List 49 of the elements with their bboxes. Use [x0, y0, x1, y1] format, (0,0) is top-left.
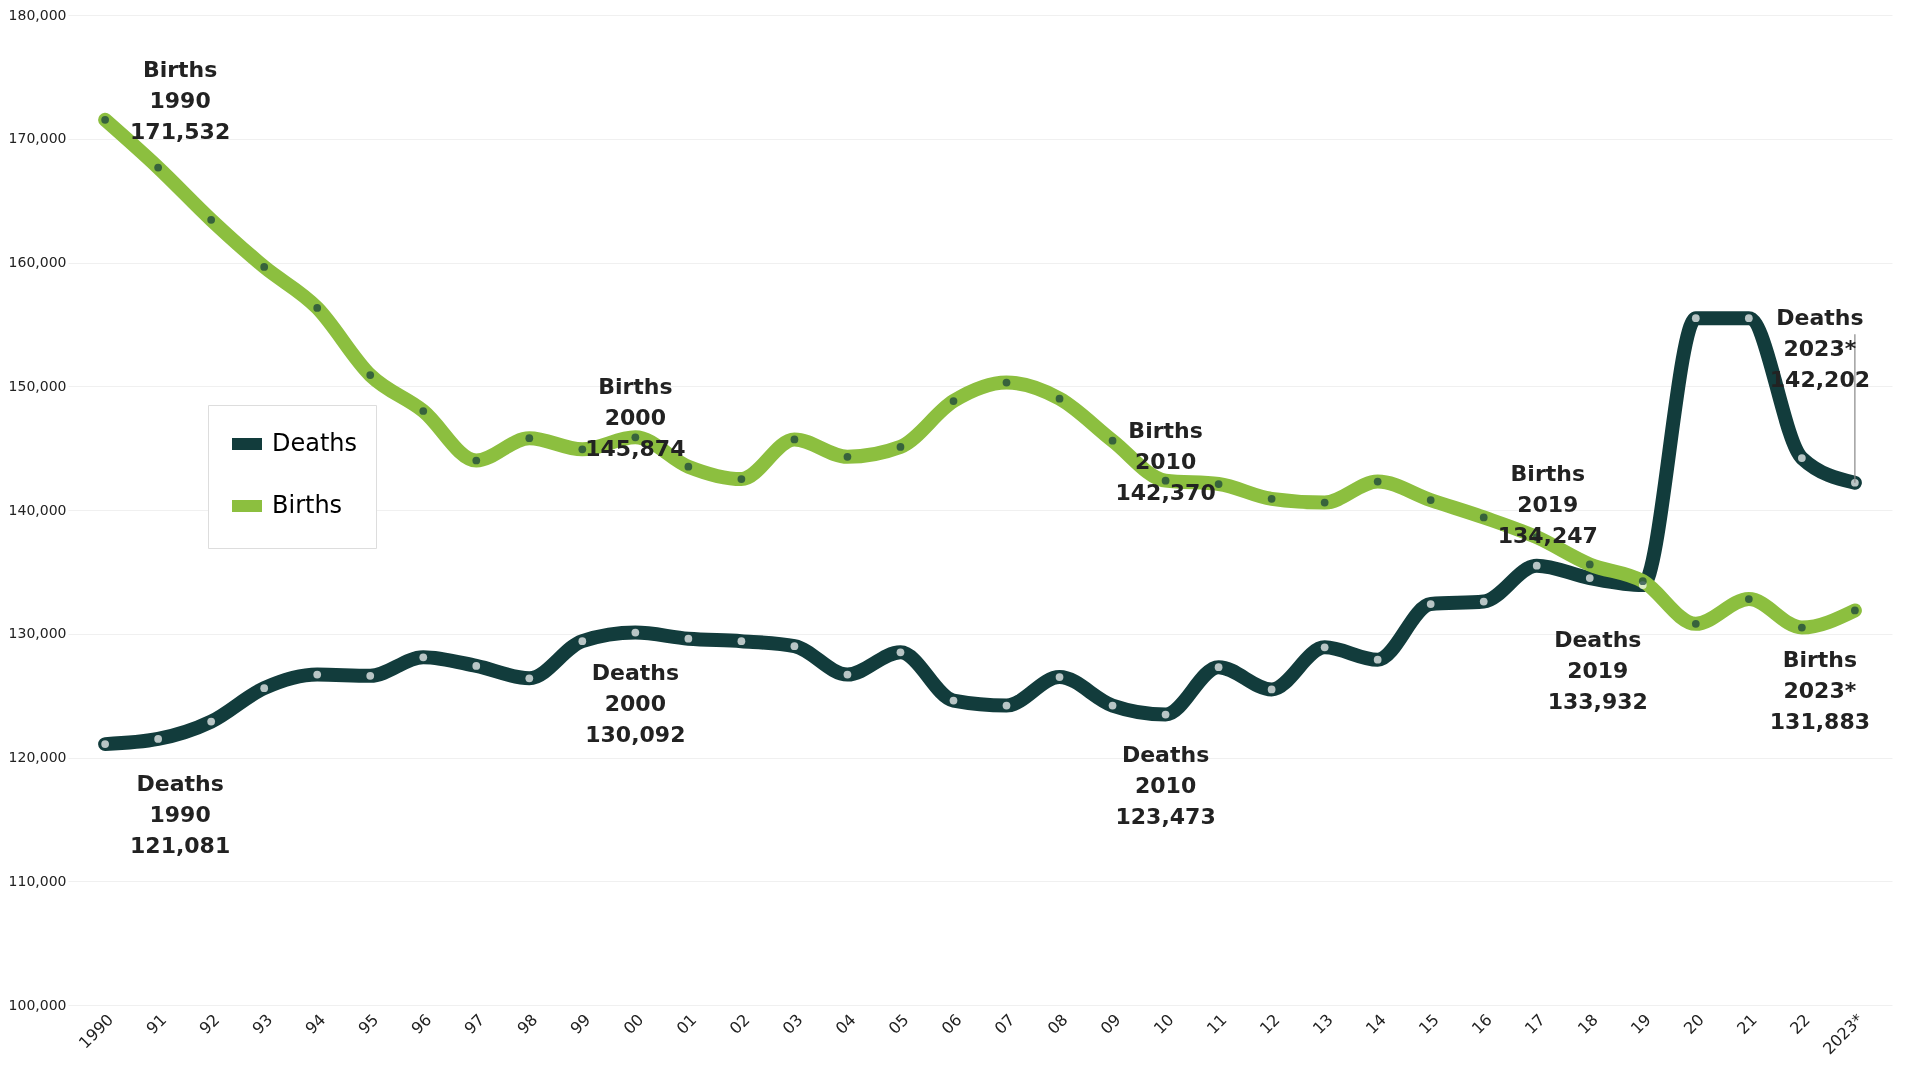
x-tick-label: 17	[1520, 1010, 1549, 1038]
x-tick-label: 08	[1043, 1010, 1072, 1038]
annotation: Deaths 2010 123,473	[1115, 741, 1216, 829]
x-tick-label: 05	[884, 1010, 913, 1038]
x-tick-label: 04	[831, 1010, 860, 1038]
x-tick-label: 18	[1573, 1010, 1602, 1038]
x-tick-label: 20	[1680, 1010, 1708, 1038]
x-tick-label: 01	[672, 1010, 701, 1038]
x-tick-label: 21	[1733, 1010, 1761, 1038]
legend-label: Births	[272, 491, 343, 519]
y-tick-label: 180,000	[8, 6, 67, 23]
x-tick-label: 10	[1149, 1010, 1178, 1038]
annotation: Births 1990 171,532	[130, 56, 231, 144]
annotation: Births 2023* 131,883	[1769, 647, 1870, 735]
x-tick-label: 02	[725, 1010, 754, 1038]
annotation: Deaths 2019 133,932	[1547, 627, 1648, 715]
x-tick-label: 19	[1626, 1010, 1655, 1038]
y-tick-label: 170,000	[8, 130, 67, 147]
x-tick-label: 97	[460, 1010, 489, 1038]
x-tick-label: 15	[1414, 1010, 1443, 1038]
x-tick-label: 96	[407, 1010, 436, 1038]
x-tick-label: 95	[354, 1010, 383, 1038]
x-tick-label: 11	[1202, 1010, 1231, 1038]
x-tick-label: 03	[778, 1010, 807, 1038]
annotation: Deaths 2000 130,092	[585, 659, 686, 747]
y-tick-label: 150,000	[8, 377, 67, 394]
x-tick-label: 94	[301, 1010, 330, 1038]
x-tick-label: 00	[619, 1010, 648, 1038]
x-tick-label: 12	[1255, 1010, 1284, 1038]
y-tick-label: 100,000	[8, 996, 67, 1013]
annotation: Deaths 1990 121,081	[130, 771, 231, 859]
legend-label: Deaths	[272, 429, 358, 457]
y-tick-label: 120,000	[8, 749, 67, 765]
x-tick-label: 92	[195, 1010, 224, 1038]
y-tick-label: 140,000	[8, 501, 67, 518]
x-tick-label: 91	[142, 1010, 171, 1038]
y-tick-label: 160,000	[8, 254, 67, 270]
x-tick-label: 98	[513, 1010, 542, 1038]
x-tick-label: 07	[990, 1010, 1019, 1038]
x-tick-label: 16	[1467, 1010, 1496, 1038]
x-tick-label: 22	[1786, 1010, 1814, 1038]
y-tick-label: 110,000	[8, 872, 67, 889]
x-tick-label: 06	[937, 1010, 966, 1038]
x-tick-label: 99	[566, 1010, 595, 1038]
y-tick-label: 130,000	[8, 625, 67, 642]
x-tick-label: 13	[1308, 1010, 1337, 1038]
x-tick-label: 09	[1096, 1010, 1125, 1038]
x-tick-label: 14	[1361, 1010, 1390, 1038]
x-tick-label: 93	[248, 1010, 277, 1038]
